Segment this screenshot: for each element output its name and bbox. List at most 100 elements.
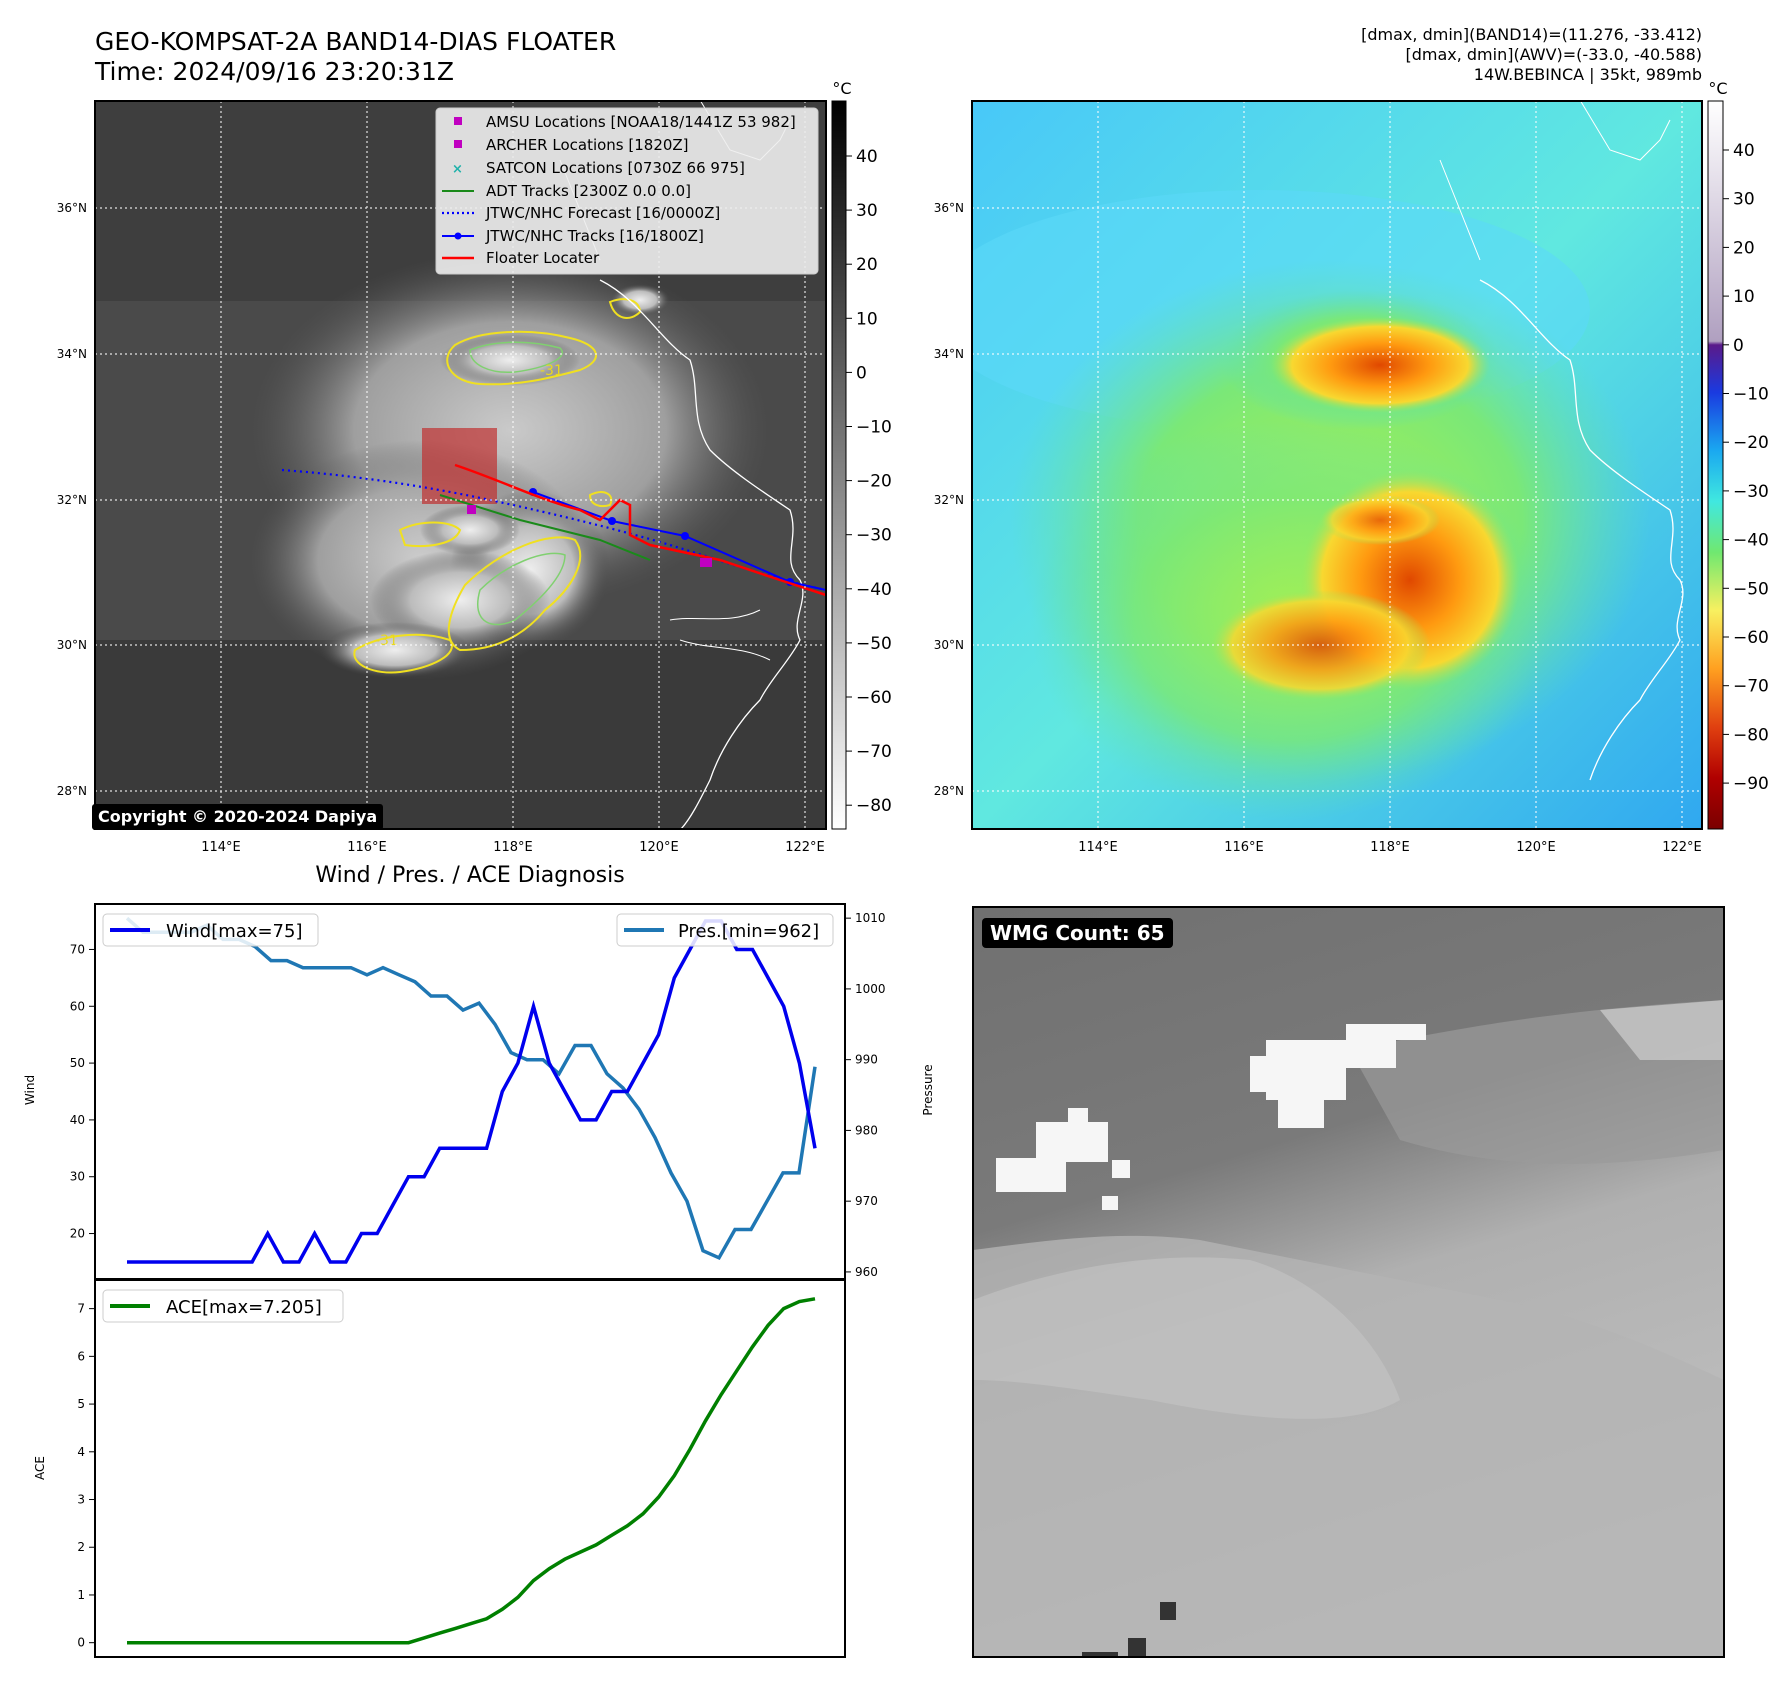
colorbar-tick-label: 30 [1733, 190, 1755, 210]
colorbar-tick-label: −80 [856, 796, 892, 816]
y-tick-label: 50 [70, 1056, 85, 1070]
map1-lat-tick: 32°N [57, 493, 87, 507]
colorbar-tick-label: 0 [1733, 336, 1744, 356]
colorbar-tick-label: 0 [856, 363, 867, 383]
map1-lon-tick: 116°E [347, 840, 387, 855]
pres-legend-label: Pres.[min=962] [678, 921, 819, 942]
colorbar-tick-label: −60 [856, 688, 892, 708]
legend-item-jtwc-forecast: JTWC/NHC Forecast [16/0000Z] [442, 204, 720, 222]
colorbar-tick-label: 20 [856, 255, 878, 275]
map2-lat-tick: 34°N [934, 347, 964, 361]
ace-ylabel: ACE [33, 1456, 47, 1480]
wind-legend: Wind[max=75] [102, 913, 319, 947]
map2-lat-tick: 36°N [934, 201, 964, 215]
svg-text:SATCON Locations [0730Z 66 975: SATCON Locations [0730Z 66 975] [486, 159, 745, 177]
y-tick-label: 20 [70, 1227, 85, 1241]
map1-lat-tick: 36°N [57, 201, 87, 215]
colorbar-tick-label: 40 [856, 147, 878, 167]
colorbar-tick-label: −20 [856, 472, 892, 492]
y-tick-label: 1010 [855, 911, 886, 925]
y-tick-label: 7 [77, 1302, 85, 1316]
svg-text:JTWC/NHC Tracks [16/1800Z]: JTWC/NHC Tracks [16/1800Z] [485, 227, 704, 245]
colorbar-tick-label: −40 [1733, 531, 1769, 551]
colorbar-tick-label: 40 [1733, 141, 1755, 161]
title-line-1: GEO-KOMPSAT-2A BAND14-DIAS FLOATER [95, 27, 616, 56]
colorbar-tick-label: −70 [1733, 677, 1769, 697]
legend-item-adt: ADT Tracks [2300Z 0.0 0.0] [442, 182, 691, 200]
map2-lon-tick: 114°E [1078, 840, 1118, 855]
y-tick-label: 0 [77, 1636, 85, 1650]
colorbar-tick-label: −90 [1733, 774, 1769, 794]
wind-legend-label: Wind[max=75] [166, 921, 303, 942]
legend-item-satcon: × SATCON Locations [0730Z 66 975] [452, 159, 745, 177]
legend-item-amsu: AMSU Locations [NOAA18/1441Z 53 982] [454, 113, 796, 131]
map2-lat-tick: 28°N [934, 784, 964, 798]
y-tick-label: 5 [77, 1397, 85, 1411]
contour-label-top: -31 [540, 363, 563, 379]
y-tick-label: 40 [70, 1113, 85, 1127]
y-tick-label: 6 [77, 1349, 85, 1363]
colorbar-gray-unit: °C [832, 79, 851, 98]
y-tick-label: 60 [70, 999, 85, 1013]
title-line-2: Time: 2024/09/16 23:20:31Z [94, 57, 454, 86]
wmg-bright-cells [996, 1024, 1426, 1210]
pressure-ylabel: Pressure [921, 1064, 935, 1115]
y-tick-label: 1 [77, 1588, 85, 1602]
map1-lat-tick: 34°N [57, 347, 87, 361]
y-tick-label: 30 [70, 1170, 85, 1184]
svg-text:ARCHER Locations [1820Z]: ARCHER Locations [1820Z] [486, 136, 689, 154]
colorbar-tick-label: −10 [856, 418, 892, 438]
color-map-panel [972, 101, 1702, 829]
map2-lon-tick: 118°E [1370, 840, 1410, 855]
colorbar-tick-label: −50 [856, 634, 892, 654]
legend-item-jtwc-tracks: JTWC/NHC Tracks [16/1800Z] [442, 227, 704, 245]
info-line-1: [dmax, dmin](BAND14)=(11.276, -33.412) [1361, 25, 1702, 44]
svg-text:ADT Tracks [2300Z 0.0 0.0]: ADT Tracks [2300Z 0.0 0.0] [486, 182, 691, 200]
map1-lon-tick: 118°E [493, 840, 533, 855]
y-tick-label: 4 [77, 1445, 85, 1459]
map2-lat-tick: 30°N [934, 638, 964, 652]
y-tick-label: 960 [855, 1265, 878, 1279]
y-tick-label: 1000 [855, 982, 886, 996]
contour-label-bottom: -31 [375, 633, 398, 649]
colorbar-tick-label: −60 [1733, 628, 1769, 648]
y-tick-label: 970 [855, 1194, 878, 1208]
map1-lat-tick: 30°N [57, 638, 87, 652]
ace-series: 0 1 2 3 4 5 6 7 [77, 1297, 816, 1650]
svg-text:AMSU Locations [NOAA18/1441Z 5: AMSU Locations [NOAA18/1441Z 53 982] [486, 113, 796, 131]
svg-text:Floater Locater: Floater Locater [486, 249, 600, 267]
colorbar-color-unit: °C [1708, 79, 1727, 98]
pres-legend: Pres.[min=962] [616, 913, 834, 947]
wmg-panel [973, 907, 1724, 1657]
colorbar-tick-label: −50 [1733, 579, 1769, 599]
map2-lat-tick: 32°N [934, 493, 964, 507]
y-tick-label: 70 [70, 942, 85, 956]
y-tick-label: 980 [855, 1123, 878, 1137]
legend-item-archer: ARCHER Locations [1820Z] [454, 136, 689, 154]
colorbar-tick-label: −20 [1733, 433, 1769, 453]
colorbar-tick-label: −30 [1733, 482, 1769, 502]
copyright-badge: Copyright © 2020-2024 Dapiya [92, 804, 384, 830]
map1-lon-tick: 120°E [639, 840, 679, 855]
map2-lat-ticks: 28°N 30°N 32°N 34°N 36°N [934, 201, 964, 798]
colorbar-tick-label: −30 [856, 526, 892, 546]
svg-text:JTWC/NHC Forecast [16/0000Z]: JTWC/NHC Forecast [16/0000Z] [485, 204, 720, 222]
y-tick-label: 3 [77, 1493, 85, 1507]
map1-lon-tick: 114°E [201, 840, 241, 855]
wmg-count-badge: WMG Count: 65 [982, 918, 1173, 948]
map2-lon-ticks: 114°E 116°E 118°E 120°E 122°E [1078, 840, 1702, 855]
colorbar-color: °C 40 30 20 10 0 −10 −20 −30 −40 −50 −60 −70 −80 −90 [1707, 79, 1769, 830]
y-tick-label: 990 [855, 1053, 878, 1067]
map2-lon-tick: 122°E [1662, 840, 1702, 855]
map1-lon-ticks: 114°E 116°E 118°E 120°E 122°E [201, 840, 825, 855]
legend: AMSU Locations [NOAA18/1441Z 53 982] ARC… [435, 107, 819, 275]
info-line-3: 14W.BEBINCA | 35kt, 989mb [1474, 65, 1702, 84]
wind-ylabel: Wind [23, 1075, 37, 1105]
map2-lon-tick: 116°E [1224, 840, 1264, 855]
diagnosis-title: Wind / Pres. / ACE Diagnosis [315, 863, 624, 888]
ace-plot [94, 1279, 846, 1658]
series-line [127, 1297, 816, 1645]
colorbar-tick-label: 10 [1733, 287, 1755, 307]
colorbar-tick-label: 10 [856, 309, 878, 329]
